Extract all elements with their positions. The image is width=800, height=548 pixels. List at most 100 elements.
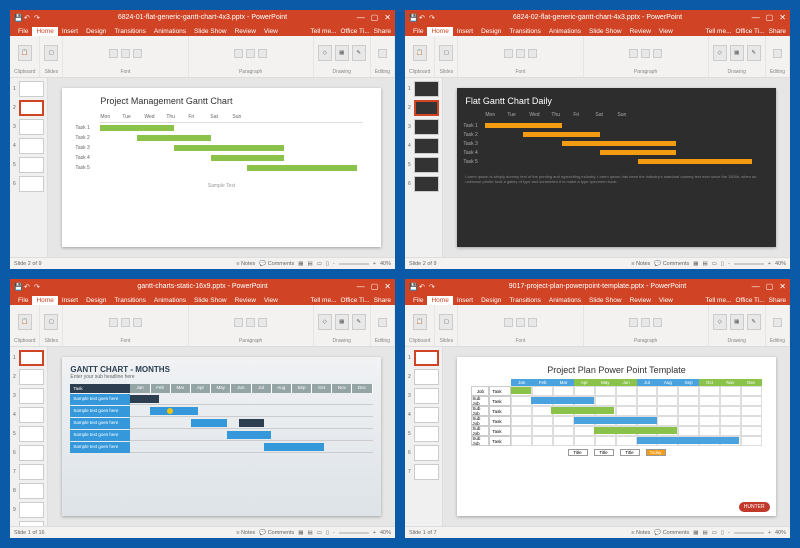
ribbon-tab-view[interactable]: View <box>260 296 282 305</box>
editing-icon[interactable] <box>378 318 387 327</box>
slide-thumbnail[interactable]: 1 <box>408 81 439 97</box>
quickstyles-icon[interactable]: ✎ <box>747 45 761 61</box>
close-icon[interactable]: ✕ <box>779 282 786 291</box>
slide-thumbnail[interactable]: 3 <box>13 119 44 135</box>
slide-thumbnail[interactable]: 1 <box>13 350 44 366</box>
ribbon-tab-review[interactable]: Review <box>626 27 655 36</box>
maximize-icon[interactable]: ▢ <box>766 13 774 22</box>
zoom-in-icon[interactable]: + <box>768 261 771 267</box>
shapes-icon[interactable]: ◇ <box>713 314 727 330</box>
slide-thumbnail[interactable]: 6 <box>408 176 439 192</box>
notes-button[interactable]: ≡ Notes <box>631 261 650 267</box>
view-slideshow-icon[interactable]: ▯ <box>721 530 724 536</box>
ribbon-tab-review[interactable]: Review <box>231 296 260 305</box>
view-reading-icon[interactable]: ▭ <box>712 261 717 267</box>
ribbon-right[interactable]: Share <box>769 28 786 35</box>
ribbon-tab-design[interactable]: Design <box>477 296 505 305</box>
comments-button[interactable]: 💬 Comments <box>654 261 689 267</box>
ribbon-tab-view[interactable]: View <box>655 296 677 305</box>
quickstyles-icon[interactable]: ✎ <box>352 45 366 61</box>
maximize-icon[interactable]: ▢ <box>371 282 379 291</box>
view-normal-icon[interactable]: ▦ <box>298 261 303 267</box>
shapes-icon[interactable]: ◇ <box>318 314 332 330</box>
zoom-slider[interactable] <box>339 532 369 534</box>
slide-thumbnail[interactable]: 6 <box>13 445 44 461</box>
close-icon[interactable]: ✕ <box>384 13 391 22</box>
ribbon-tab-insert[interactable]: Insert <box>453 27 477 36</box>
redo-icon[interactable]: ↷ <box>34 14 40 20</box>
paste-icon[interactable]: 📋 <box>413 45 427 61</box>
ribbon-tab-insert[interactable]: Insert <box>58 27 82 36</box>
slide-thumbnail[interactable]: 5 <box>408 157 439 173</box>
view-normal-icon[interactable]: ▦ <box>693 261 698 267</box>
zoom-level[interactable]: 40% <box>775 261 786 267</box>
minimize-icon[interactable]: — <box>357 282 365 291</box>
slide-thumbnail[interactable]: 6 <box>13 176 44 192</box>
notes-button[interactable]: ≡ Notes <box>236 530 255 536</box>
view-slideshow-icon[interactable]: ▯ <box>326 530 329 536</box>
gantt-bar[interactable] <box>130 395 159 403</box>
minimize-icon[interactable]: — <box>752 13 760 22</box>
zoom-slider[interactable] <box>734 532 764 534</box>
new-slide-icon[interactable]: ▢ <box>44 314 58 330</box>
gantt-bar[interactable] <box>600 150 676 155</box>
slide-thumbnail[interactable]: 5 <box>408 426 439 442</box>
arrange-icon[interactable]: ▦ <box>730 314 744 330</box>
slide-thumbnail[interactable]: 5 <box>13 426 44 442</box>
ribbon-tab-view[interactable]: View <box>655 27 677 36</box>
ribbon-right[interactable]: Office Ti... <box>341 28 370 35</box>
gantt-bar[interactable] <box>247 165 357 171</box>
slide-thumbnail[interactable]: 2 <box>408 369 439 385</box>
maximize-icon[interactable]: ▢ <box>371 13 379 22</box>
quickstyles-icon[interactable]: ✎ <box>747 314 761 330</box>
ribbon-tab-file[interactable]: File <box>409 27 427 36</box>
zoom-level[interactable]: 40% <box>380 530 391 536</box>
shapes-icon[interactable]: ◇ <box>318 45 332 61</box>
shapes-icon[interactable]: ◇ <box>713 45 727 61</box>
zoom-out-icon[interactable]: - <box>333 530 335 536</box>
plan-bar[interactable] <box>637 437 740 444</box>
new-slide-icon[interactable]: ▢ <box>439 45 453 61</box>
slide-thumbnail[interactable]: 2 <box>13 369 44 385</box>
view-sorter-icon[interactable]: ▤ <box>307 530 312 536</box>
slide-title[interactable]: Flat Gantt Chart Daily <box>465 96 767 106</box>
ribbon-right[interactable]: Tell me... <box>310 28 336 35</box>
slide-thumbnail[interactable]: 3 <box>13 388 44 404</box>
view-slideshow-icon[interactable]: ▯ <box>721 261 724 267</box>
new-slide-icon[interactable]: ▢ <box>44 45 58 61</box>
slide-title[interactable]: Project Plan Power Point Template <box>465 365 767 375</box>
task-cell[interactable]: Sample text goes here <box>70 418 130 429</box>
task-cell[interactable]: Sample text goes here <box>70 406 130 417</box>
ribbon-right[interactable]: Office Ti... <box>341 297 370 304</box>
slide[interactable]: Project Plan Power Point TemplateJanFebM… <box>457 357 775 516</box>
slide-thumbnail[interactable]: 4 <box>408 138 439 154</box>
slide-thumbnail[interactable]: 7 <box>408 464 439 480</box>
ribbon-tab-insert[interactable]: Insert <box>453 296 477 305</box>
ribbon-tab-slide show[interactable]: Slide Show <box>585 296 626 305</box>
slide-thumbnail[interactable]: 4 <box>408 407 439 423</box>
editing-icon[interactable] <box>773 49 782 58</box>
view-sorter-icon[interactable]: ▤ <box>702 261 707 267</box>
ribbon-tab-animations[interactable]: Animations <box>545 27 585 36</box>
close-icon[interactable]: ✕ <box>384 282 391 291</box>
gantt-bar[interactable] <box>150 407 198 415</box>
gantt-bar[interactable] <box>100 125 173 131</box>
gantt-bar[interactable] <box>485 123 561 128</box>
gantt-bar[interactable] <box>523 132 599 137</box>
ribbon-tab-file[interactable]: File <box>14 296 32 305</box>
slide-title[interactable]: Project Management Gantt Chart <box>100 96 372 106</box>
zoom-out-icon[interactable]: - <box>728 261 730 267</box>
notes-button[interactable]: ≡ Notes <box>631 530 650 536</box>
ribbon-tab-home[interactable]: Home <box>427 296 452 305</box>
ribbon-tab-design[interactable]: Design <box>82 27 110 36</box>
zoom-level[interactable]: 40% <box>775 530 786 536</box>
gantt-bar[interactable] <box>638 159 752 164</box>
ribbon-tab-slide show[interactable]: Slide Show <box>585 27 626 36</box>
gantt-bar[interactable] <box>239 419 263 427</box>
slide-thumbnail[interactable]: 1 <box>408 350 439 366</box>
undo-icon[interactable]: ↶ <box>419 14 425 20</box>
redo-icon[interactable]: ↷ <box>34 283 40 289</box>
slide-footer[interactable]: Sample Text <box>70 183 372 189</box>
zoom-out-icon[interactable]: - <box>728 530 730 536</box>
view-normal-icon[interactable]: ▦ <box>298 530 303 536</box>
